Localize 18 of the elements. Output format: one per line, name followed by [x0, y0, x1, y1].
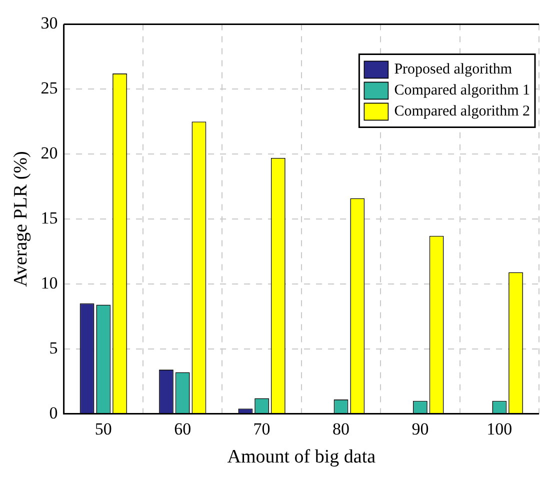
- legend-label: Compared algorithm 2: [394, 104, 530, 120]
- x-tick-label: 80: [332, 419, 350, 438]
- x-tick-label: 100: [486, 419, 512, 438]
- y-tick-label: 20: [40, 144, 58, 163]
- legend-label: Proposed algorithm: [394, 62, 512, 78]
- y-axis-title: Average PLR (%): [10, 151, 32, 287]
- y-tick-label: 15: [40, 208, 58, 228]
- x-tick-label: 70: [253, 419, 270, 438]
- x-axis-title: Amount of big data: [227, 446, 376, 468]
- x-tick-label: 50: [94, 419, 112, 438]
- y-tick-label: 30: [40, 14, 58, 33]
- y-tick-label: 10: [40, 273, 58, 292]
- x-tick-label: 90: [412, 419, 429, 438]
- y-tick-label: 5: [49, 338, 58, 358]
- x-tick-label: 60: [174, 419, 192, 438]
- y-tick-label: 0: [49, 403, 58, 422]
- y-tick-label: 25: [40, 78, 58, 98]
- legend-label: Compared algorithm 1: [394, 82, 530, 99]
